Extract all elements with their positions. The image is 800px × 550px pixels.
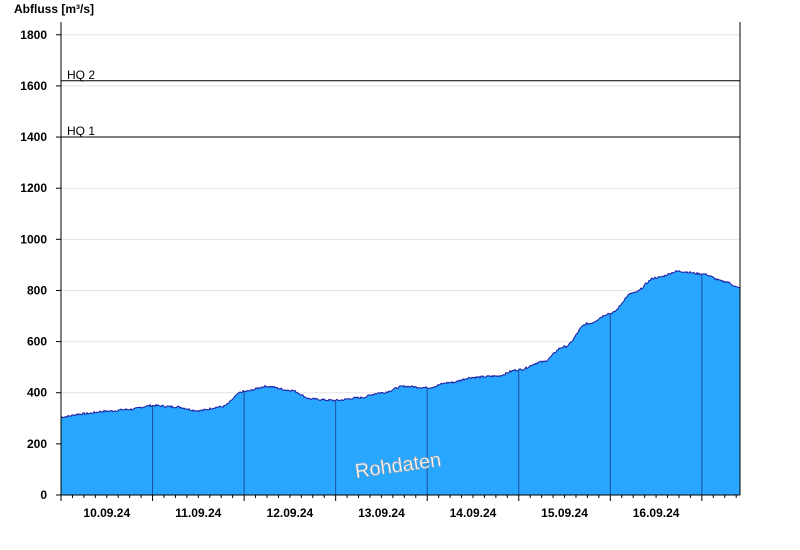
y-tick-label-1600: 1600 — [20, 79, 47, 93]
reference-label-1: HQ 1 — [67, 124, 95, 138]
y-tick-label-1800: 1800 — [20, 28, 47, 42]
y-tick-label-600: 600 — [27, 335, 47, 349]
x-tick-label-3: 12.09.24 — [267, 506, 314, 520]
discharge-line — [60, 270, 741, 419]
reference-label-2: HQ 2 — [67, 68, 95, 82]
axes — [60, 22, 741, 496]
y-tick-label-1400: 1400 — [20, 130, 47, 144]
y-tick-label-1000: 1000 — [20, 232, 47, 246]
day-separators — [152, 274, 703, 495]
y-tick-label-1200: 1200 — [20, 181, 47, 195]
x-tick-label-2: 11.09.24 — [175, 506, 221, 520]
y-tick-label-200: 200 — [27, 437, 47, 451]
y-tick-label-0: 0 — [40, 488, 47, 502]
x-tick-label-7: 16.09.24 — [633, 506, 680, 520]
x-tick-label-6: 15.09.24 — [541, 506, 588, 520]
x-tick-label-4: 13.09.24 — [358, 506, 405, 520]
discharge-area — [61, 270, 740, 495]
y-tick-label-400: 400 — [27, 386, 47, 400]
x-ticks: 10.09.24 11.09.24 12.09.24 13.09.24 14.09.24… — [60, 495, 737, 520]
y-tick-label-800: 800 — [27, 283, 47, 297]
y-axis-label: Abfluss [m³/s] — [14, 2, 94, 16]
x-tick-label-5: 14.09.24 — [450, 506, 497, 520]
y-ticks: 0 200 400 600 800 1000 1200 1400 1600 1800 — [20, 28, 61, 502]
reference-lines: HQ 1 HQ 2 — [61, 68, 740, 138]
x-tick-label-1: 10.09.24 — [83, 506, 130, 520]
